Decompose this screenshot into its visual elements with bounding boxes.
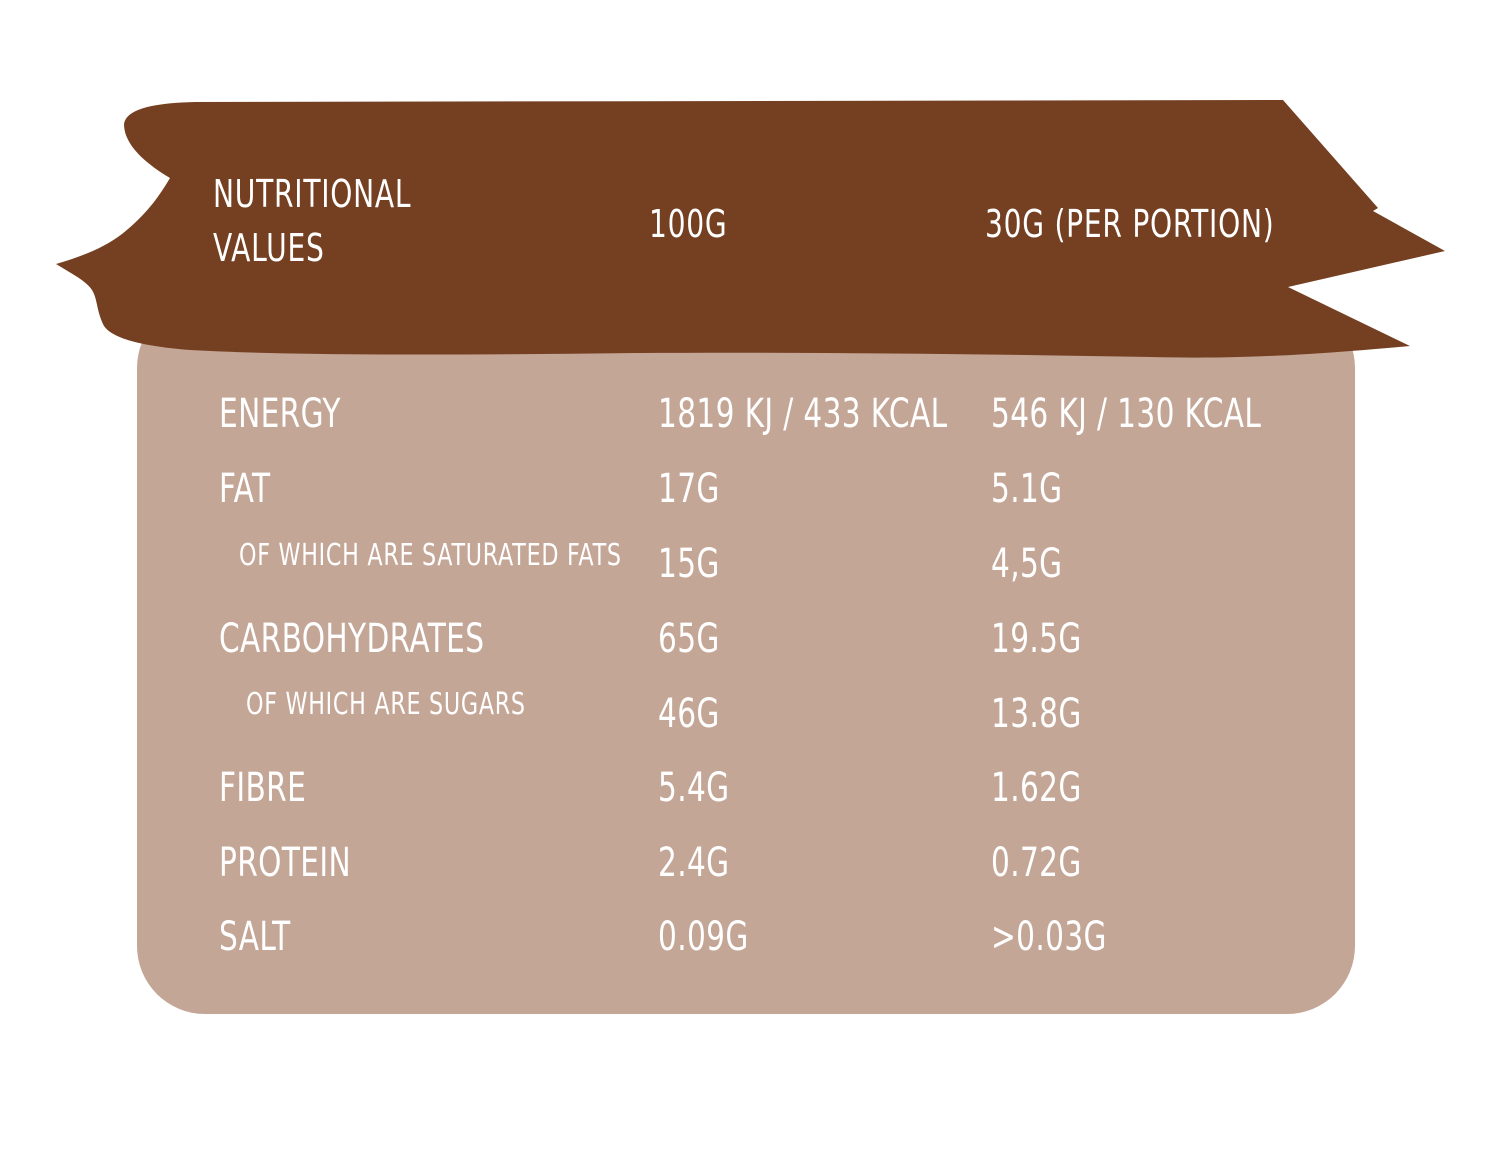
row-label-fibre: FIBRE bbox=[219, 765, 307, 811]
values-panel bbox=[137, 300, 1355, 1014]
row-value-100g-saturated-fats: 15G bbox=[658, 541, 720, 587]
row-value-100g-energy: 1819 KJ / 433 KCAL bbox=[658, 391, 948, 437]
row-value-portion-salt: >0.03G bbox=[991, 914, 1107, 960]
row-value-100g-sugars: 46G bbox=[658, 691, 720, 737]
row-label-fat: FAT bbox=[219, 466, 271, 512]
row-label-energy: ENERGY bbox=[219, 391, 341, 437]
header-ribbon bbox=[56, 100, 1445, 358]
header-per-portion: 30G (PER PORTION) bbox=[985, 202, 1275, 246]
row-label-sugars: OF WHICH ARE SUGARS bbox=[246, 687, 526, 722]
row-value-portion-sugars: 13.8G bbox=[991, 691, 1082, 737]
row-value-portion-energy: 546 KJ / 130 KCAL bbox=[991, 391, 1262, 437]
header-nutritional-values: NUTRITIONAL VALUES bbox=[213, 167, 411, 275]
row-value-100g-fibre: 5.4G bbox=[658, 765, 730, 811]
row-value-portion-fibre: 1.62G bbox=[991, 765, 1082, 811]
row-label-salt: SALT bbox=[219, 914, 291, 960]
row-value-100g-fat: 17G bbox=[658, 466, 720, 512]
row-value-100g-carbohydrates: 65G bbox=[658, 616, 720, 662]
header-label-line2: VALUES bbox=[213, 226, 325, 270]
row-value-portion-saturated-fats: 4,5G bbox=[991, 541, 1063, 587]
header-100g: 100G bbox=[649, 202, 728, 246]
row-value-portion-protein: 0.72G bbox=[991, 840, 1082, 886]
row-value-portion-carbohydrates: 19.5G bbox=[991, 616, 1082, 662]
row-value-100g-protein: 2.4G bbox=[658, 840, 730, 886]
row-label-protein: PROTEIN bbox=[219, 840, 351, 886]
header-label-line1: NUTRITIONAL bbox=[213, 172, 412, 216]
row-value-100g-salt: 0.09G bbox=[658, 914, 749, 960]
row-value-portion-fat: 5.1G bbox=[991, 466, 1063, 512]
row-label-saturated-fats: OF WHICH ARE SATURATED FATS bbox=[239, 538, 622, 573]
row-label-carbohydrates: CARBOHYDRATES bbox=[219, 616, 485, 662]
